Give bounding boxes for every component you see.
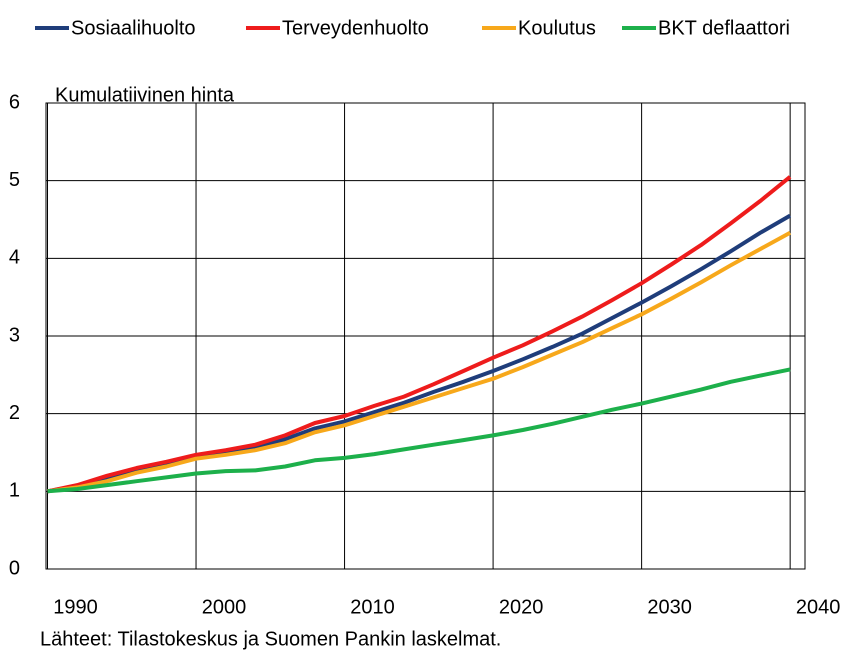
series-line [47, 367, 791, 494]
x-tick-label: 2010 [350, 596, 395, 618]
legend-label: Sosiaalihuolto [71, 17, 196, 39]
x-tick-label: 2000 [202, 596, 247, 618]
y-tick-label: 2 [9, 402, 20, 424]
x-tick-label: 2040 [796, 596, 841, 618]
x-tick-label: 1990 [53, 596, 98, 618]
source-note: Lähteet: Tilastokeskus ja Suomen Pankin … [40, 628, 501, 650]
x-tick-label: 2030 [647, 596, 692, 618]
series-line [47, 230, 792, 494]
y-tick-label: 6 [9, 91, 20, 113]
legend-label: Koulutus [518, 17, 596, 39]
y-tick-label: 3 [9, 324, 20, 346]
series-line [47, 175, 792, 494]
x-tick-label: 2020 [499, 596, 544, 618]
y-axis-label: Kumulatiivinen hinta [55, 84, 235, 106]
legend-label: BKT deflaattori [658, 17, 790, 39]
y-tick-label: 5 [9, 169, 20, 191]
series-line [47, 213, 792, 494]
y-tick-label: 0 [9, 557, 20, 579]
y-tick-label: 4 [9, 247, 20, 269]
legend-label: Terveydenhuolto [282, 17, 429, 39]
y-tick-label: 1 [9, 480, 20, 502]
